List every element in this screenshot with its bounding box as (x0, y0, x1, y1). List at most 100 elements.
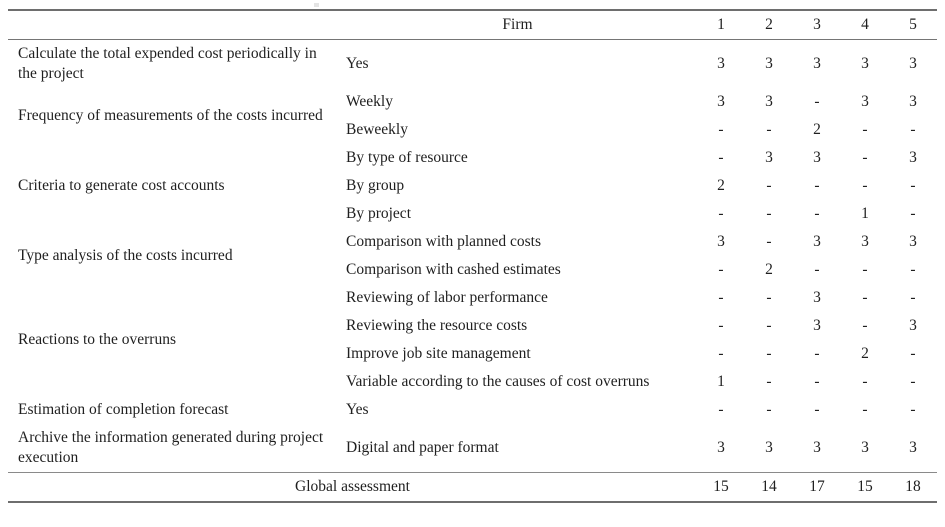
value-cell: - (910, 121, 916, 138)
table-body: Calculate the total expended cost period… (8, 40, 937, 473)
value-cell: 3 (717, 93, 725, 110)
value-cell: - (862, 121, 868, 138)
table-row: Frequency of measurements of the costs i… (8, 88, 937, 124)
value-cell: - (814, 261, 820, 278)
value-cell: - (766, 289, 772, 306)
table-row: Beweekly - - 2 - - (8, 116, 937, 144)
value-cell: 3 (909, 439, 917, 456)
table-row: By project - - - 1 - (8, 200, 937, 228)
value-cell: - (718, 401, 724, 418)
value-cell: 3 (717, 55, 725, 72)
table-row: Reactions to the overruns Reviewing of la… (8, 284, 937, 348)
value-cell: - (862, 373, 868, 390)
value-cell: - (910, 289, 916, 306)
value-cell: - (814, 401, 820, 418)
value-cell: 3 (909, 233, 917, 250)
table-row: Variable according to the causes of cost… (8, 368, 937, 396)
value-cell: 3 (909, 93, 917, 110)
answer-cell: Comparison with planned costs (346, 233, 542, 250)
value-cell: - (862, 317, 868, 334)
value-cell: - (814, 177, 820, 194)
value-cell: - (766, 177, 772, 194)
value-cell: 3 (909, 317, 917, 334)
firm-header-label: Firm (502, 16, 533, 33)
value-cell: - (814, 345, 820, 362)
answer-cell: Weekly (346, 93, 393, 110)
value-cell: 3 (717, 233, 725, 250)
value-cell: - (814, 373, 820, 390)
firm-column-header-2: 2 (765, 16, 773, 33)
value-cell: - (814, 205, 820, 222)
global-assessment-value: 15 (713, 478, 729, 495)
value-cell: 3 (813, 439, 821, 456)
global-assessment-row: Global assessment 15 14 17 15 18 (8, 472, 937, 503)
firm-column-header-1: 1 (717, 16, 725, 33)
value-cell: - (862, 401, 868, 418)
firm-column-header-4: 4 (861, 16, 869, 33)
category-cell: Type analysis of the costs incurred (18, 247, 233, 264)
value-cell: - (910, 345, 916, 362)
value-cell: - (766, 317, 772, 334)
value-cell: - (862, 289, 868, 306)
table-row: Criteria to generate cost accounts By typ… (8, 144, 937, 194)
value-cell: - (910, 401, 916, 418)
value-cell: 3 (861, 55, 869, 72)
global-assessment-value: 15 (857, 478, 873, 495)
value-cell: 2 (861, 345, 869, 362)
answer-cell: Beweekly (346, 121, 408, 138)
category-cell: Frequency of measurements of the costs i… (18, 107, 323, 124)
value-cell: 3 (813, 55, 821, 72)
value-cell: 3 (813, 289, 821, 306)
value-cell: 3 (813, 149, 821, 166)
value-cell: - (718, 121, 724, 138)
category-cell: Reactions to the overruns (18, 331, 176, 348)
value-cell: - (910, 177, 916, 194)
cost-control-survey-table: Firm 1 2 3 4 5 Calculate the total expended … (8, 9, 937, 503)
table-row: Reviewing the resource costs - - 3 - 3 (8, 312, 937, 340)
value-cell: - (766, 373, 772, 390)
value-cell: 3 (861, 233, 869, 250)
value-cell: 2 (813, 121, 821, 138)
answer-cell: Reviewing of labor performance (346, 289, 548, 306)
answer-cell: Variable according to the causes of cost… (346, 373, 650, 390)
value-cell: - (718, 149, 724, 166)
answer-cell: Comparison with cashed estimates (346, 261, 561, 278)
value-cell: 3 (765, 439, 773, 456)
value-cell: 3 (765, 55, 773, 72)
answer-cell: Yes (346, 55, 369, 72)
value-cell: 3 (717, 439, 725, 456)
value-cell: - (766, 345, 772, 362)
answer-cell: By type of resource (346, 149, 468, 166)
value-cell: 3 (765, 93, 773, 110)
value-cell: - (862, 177, 868, 194)
value-cell: 2 (717, 177, 725, 194)
header-row: Firm 1 2 3 4 5 (8, 10, 937, 40)
global-assessment-value: 17 (809, 478, 825, 495)
answer-cell: By group (346, 177, 405, 194)
value-cell: - (766, 401, 772, 418)
answer-cell: Reviewing the resource costs (346, 317, 528, 334)
category-cell: Archive the information generated during… (18, 429, 324, 466)
value-cell: 1 (861, 205, 869, 222)
value-cell: 3 (813, 233, 821, 250)
answer-cell: By project (346, 205, 411, 222)
value-cell: - (910, 373, 916, 390)
answer-cell: Improve job site management (346, 345, 531, 362)
category-cell: Criteria to generate cost accounts (18, 177, 225, 194)
value-cell: - (814, 93, 820, 110)
value-cell: - (718, 261, 724, 278)
value-cell: - (766, 121, 772, 138)
table-header: Firm 1 2 3 4 5 (8, 10, 937, 40)
category-cell: Calculate the total expended cost period… (18, 45, 317, 82)
value-cell: 3 (861, 439, 869, 456)
value-cell: 3 (909, 55, 917, 72)
table-row: Calculate the total expended cost period… (8, 40, 937, 89)
value-cell: - (862, 261, 868, 278)
value-cell: - (718, 205, 724, 222)
value-cell: - (718, 345, 724, 362)
value-cell: 3 (861, 93, 869, 110)
value-cell: - (910, 205, 916, 222)
table-row: Improve job site management - - - 2 - (8, 340, 937, 368)
value-cell: 3 (909, 149, 917, 166)
